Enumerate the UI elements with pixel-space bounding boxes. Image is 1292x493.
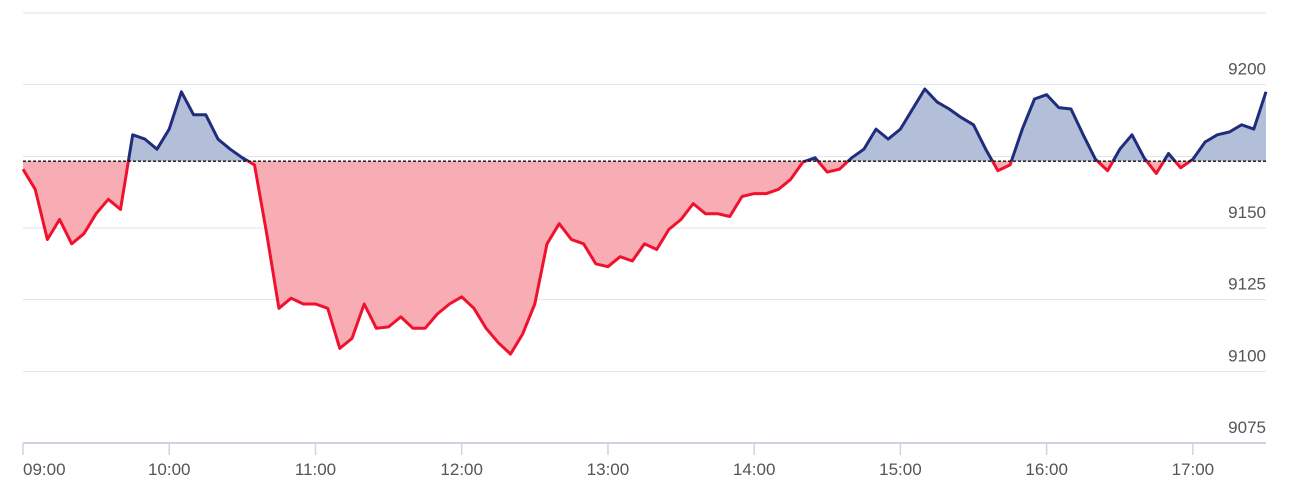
y-tick-label: 9150	[1228, 203, 1266, 222]
area-below	[23, 161, 1266, 355]
x-tick-label: 12:00	[440, 460, 483, 479]
x-tick-label: 15:00	[879, 460, 922, 479]
x-tick-label: 13:00	[587, 460, 630, 479]
line-above	[126, 87, 1268, 162]
x-tick-label: 17:00	[1172, 460, 1215, 479]
x-tick-label: 14:00	[733, 460, 776, 479]
x-tick-label: 16:00	[1025, 460, 1068, 479]
y-tick-label: 9100	[1228, 346, 1266, 365]
x-tick-label: 09:00	[23, 460, 66, 479]
x-tick-label: 10:00	[148, 460, 191, 479]
x-tick-label: 11:00	[295, 460, 336, 479]
y-tick-label: 9125	[1228, 275, 1266, 294]
y-tick-label: 9075	[1228, 418, 1266, 437]
y-tick-label: 9200	[1228, 60, 1266, 79]
line-below	[21, 161, 1193, 356]
